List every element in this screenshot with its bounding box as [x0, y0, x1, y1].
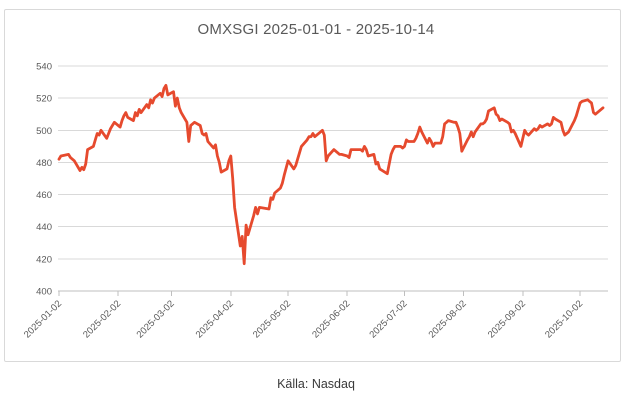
- y-axis-tick-label: 500: [36, 126, 52, 137]
- x-axis-tick-label: 2025-05-02: [251, 298, 293, 340]
- chart-card: [4, 9, 621, 362]
- source-caption: Källa: Nasdaq: [277, 377, 355, 391]
- x-axis-tick-label: 2025-02-02: [81, 298, 123, 340]
- x-axis-tick-label: 2025-08-02: [427, 298, 469, 340]
- y-axis-tick-label: 440: [36, 222, 52, 233]
- y-axis-tick-label: 460: [36, 190, 52, 201]
- x-axis-tick-label: 2025-01-02: [22, 298, 64, 340]
- y-axis-tick-label: 540: [36, 62, 52, 73]
- x-axis-tick-label: 2025-04-02: [194, 298, 236, 340]
- y-axis-tick-label: 480: [36, 158, 52, 169]
- x-axis-tick-label: 2025-06-02: [310, 298, 352, 340]
- x-axis-tick-label: 2025-03-02: [135, 298, 177, 340]
- x-axis-tick-label: 2025-09-02: [486, 298, 528, 340]
- x-axis-tick-label: 2025-10-02: [543, 298, 585, 340]
- x-axis-tick-label: 2025-07-02: [367, 298, 409, 340]
- y-axis-tick-label: 420: [36, 254, 52, 265]
- y-axis-tick-label: 400: [36, 287, 52, 298]
- y-axis-tick-label: 520: [36, 94, 52, 105]
- series-line-omxsgi: [57, 83, 605, 266]
- chart-title: OMXSGI 2025-01-01 - 2025-10-14: [197, 21, 435, 38]
